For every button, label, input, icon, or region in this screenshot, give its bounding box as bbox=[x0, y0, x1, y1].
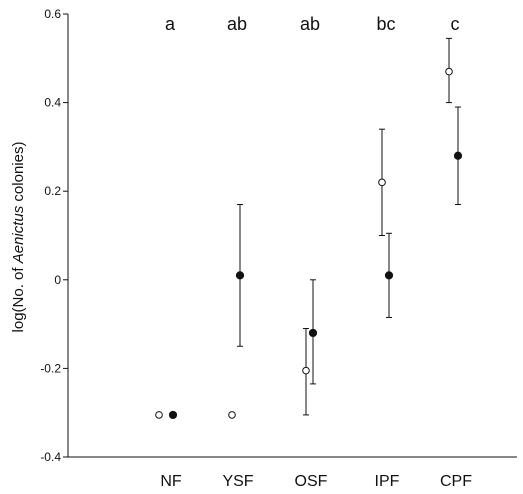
significance-letter: a bbox=[165, 14, 176, 34]
y-tick-label: -0.4 bbox=[40, 450, 61, 464]
y-tick-label: -0.2 bbox=[40, 361, 61, 375]
x-category-label: IPF bbox=[375, 473, 400, 490]
x-category-label: YSF bbox=[222, 473, 253, 490]
filled-point bbox=[168, 410, 178, 420]
open-point bbox=[228, 411, 236, 419]
x-category-label: NF bbox=[160, 473, 182, 490]
significance-letter: ab bbox=[227, 14, 247, 34]
y-ticks: 0.6 0.4 0.2 0 -0.2 -0.4 bbox=[40, 7, 68, 464]
y-tick-label: 0.6 bbox=[44, 7, 61, 21]
y-tick-label: 0 bbox=[54, 273, 61, 287]
y-axis-title: log(No. of Aenictus colonies) bbox=[10, 142, 27, 333]
filled-point bbox=[308, 328, 318, 338]
x-category-label: OSF bbox=[295, 473, 328, 490]
x-category-label: CPF bbox=[440, 473, 472, 490]
significance-letter: ab bbox=[300, 14, 320, 34]
y-tick-label: 0.4 bbox=[44, 96, 61, 110]
significance-letter: bc bbox=[376, 14, 395, 34]
filled-point bbox=[453, 151, 463, 160]
open-point bbox=[302, 366, 310, 375]
y-axis-title-italic: Aenictus bbox=[10, 205, 27, 264]
significance-letter: c bbox=[451, 14, 460, 34]
x-category-labels: NF YSF OSF IPF CPF bbox=[160, 473, 472, 490]
filled-point bbox=[384, 271, 394, 280]
y-axis-title-part-1: log(No. of bbox=[10, 263, 27, 332]
data-marks bbox=[155, 37, 463, 420]
significance-letters: a ab ab bc c bbox=[165, 14, 460, 34]
y-tick-label: 0.2 bbox=[44, 184, 61, 198]
y-axis-title-part-3: colonies) bbox=[10, 142, 27, 206]
open-point bbox=[155, 411, 163, 419]
filled-point bbox=[235, 271, 245, 280]
open-point bbox=[445, 67, 453, 76]
open-point bbox=[378, 178, 386, 187]
